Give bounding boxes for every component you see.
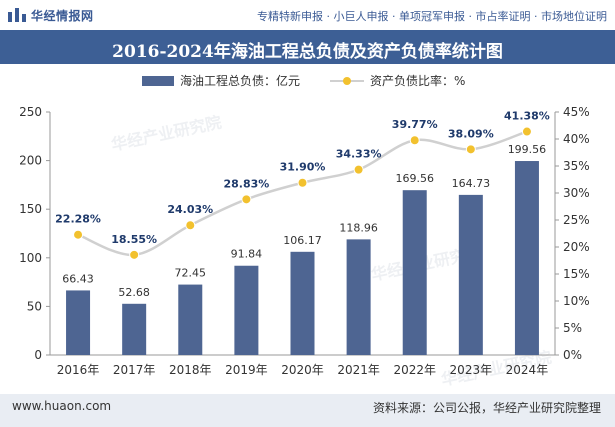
bar	[234, 265, 259, 355]
bar	[458, 194, 483, 355]
y-right-tick-label: 0%	[563, 348, 582, 362]
y-right-tick-label: 30%	[563, 186, 590, 200]
line-value-label: 34.33%	[336, 148, 382, 161]
bar	[122, 303, 147, 355]
line-value-label: 31.90%	[280, 161, 326, 174]
y-left-tick-label: 250	[19, 105, 42, 119]
bar	[402, 190, 427, 355]
line-value-label: 41.38%	[504, 110, 550, 123]
bar-value-label: 66.43	[62, 272, 94, 285]
bar	[346, 239, 371, 355]
footer-source: 资料来源：公司公报，华经产业研究院整理	[372, 401, 601, 415]
bar	[66, 290, 91, 355]
x-tick-label: 2022年	[393, 363, 436, 377]
line-value-label: 38.09%	[448, 127, 494, 140]
logo-text[interactable]: 华经情报网	[31, 9, 94, 23]
legend-swatch-bar	[142, 76, 174, 86]
line-point	[521, 126, 532, 137]
bar-value-label: 118.96	[339, 221, 378, 234]
bar	[178, 284, 203, 355]
y-left-tick-label: 50	[27, 299, 42, 313]
x-tick-label: 2024年	[506, 363, 549, 377]
line-point	[353, 164, 364, 175]
bar-value-label: 52.68	[118, 286, 150, 299]
line-point	[465, 144, 476, 155]
y-left-tick-label: 200	[19, 154, 42, 168]
bar	[514, 161, 539, 355]
y-left-tick-label: 100	[19, 251, 42, 265]
legend-label-line: 资产负债比率：%	[370, 73, 465, 88]
line-point	[129, 249, 140, 260]
y-left-tick-label: 150	[19, 202, 42, 216]
line-value-label: 39.77%	[392, 118, 438, 131]
chart-svg: 海油工程总负债：亿元 资产负债比率：% 0 50 100 150 200 250 0% 5% 10%…	[19, 73, 590, 377]
x-tick-label: 2017年	[113, 363, 156, 377]
footer	[0, 394, 615, 427]
x-tick-label: 2021年	[337, 363, 380, 377]
chart-title: 2016-2024年海油工程总负债及资产负债率统计图	[112, 42, 503, 62]
x-tick-label: 2018年	[169, 363, 212, 377]
bar-value-label: 72.45	[175, 267, 207, 280]
footer-website[interactable]: www.huaon.com	[12, 399, 112, 413]
y-right-tick-label: 45%	[563, 105, 590, 119]
line-value-label: 24.03%	[167, 203, 213, 216]
legend-label-bar: 海油工程总负债：亿元	[180, 73, 300, 88]
bar-value-label: 106.17	[283, 234, 322, 247]
y-right-tick-label: 5%	[563, 321, 582, 335]
y-right-tick-label: 15%	[563, 267, 590, 281]
y-right-tick-label: 10%	[563, 294, 590, 308]
line-point	[241, 194, 252, 205]
x-tick-label: 2020年	[281, 363, 324, 377]
top-bar: 华经情报网 专精特新申报 · 小巨人申报 · 单项冠军申报 · 市占率证明 · …	[0, 0, 615, 30]
y-right-tick-label: 35%	[563, 159, 590, 173]
logo-icon	[8, 8, 26, 22]
line-point	[73, 229, 84, 240]
legend-marker	[343, 77, 351, 85]
x-tick-label: 2023年	[450, 363, 493, 377]
y-right-tick-label: 25%	[563, 213, 590, 227]
line-point	[185, 220, 196, 231]
bar-value-label: 199.56	[508, 143, 547, 156]
title-bar	[0, 30, 615, 64]
line-point	[409, 135, 420, 146]
y-left-tick-label: 0	[34, 348, 42, 362]
line-value-label: 22.28%	[55, 213, 101, 226]
bar-value-label: 169.56	[395, 172, 434, 185]
bar-value-label: 164.73	[452, 177, 491, 190]
bar	[290, 251, 315, 355]
line-point	[297, 177, 308, 188]
top-links[interactable]: 专精特新申报 · 小巨人申报 · 单项冠军申报 · 市占率证明 · 市场地位证明	[257, 10, 607, 23]
x-tick-label: 2019年	[225, 363, 268, 377]
line-value-label: 18.55%	[111, 233, 157, 246]
line-value-label: 28.83%	[223, 177, 269, 190]
bar-value-label: 91.84	[231, 248, 263, 261]
y-right-tick-label: 20%	[563, 240, 590, 254]
y-right-tick-label: 40%	[563, 132, 590, 146]
x-tick-label: 2016年	[57, 363, 100, 377]
